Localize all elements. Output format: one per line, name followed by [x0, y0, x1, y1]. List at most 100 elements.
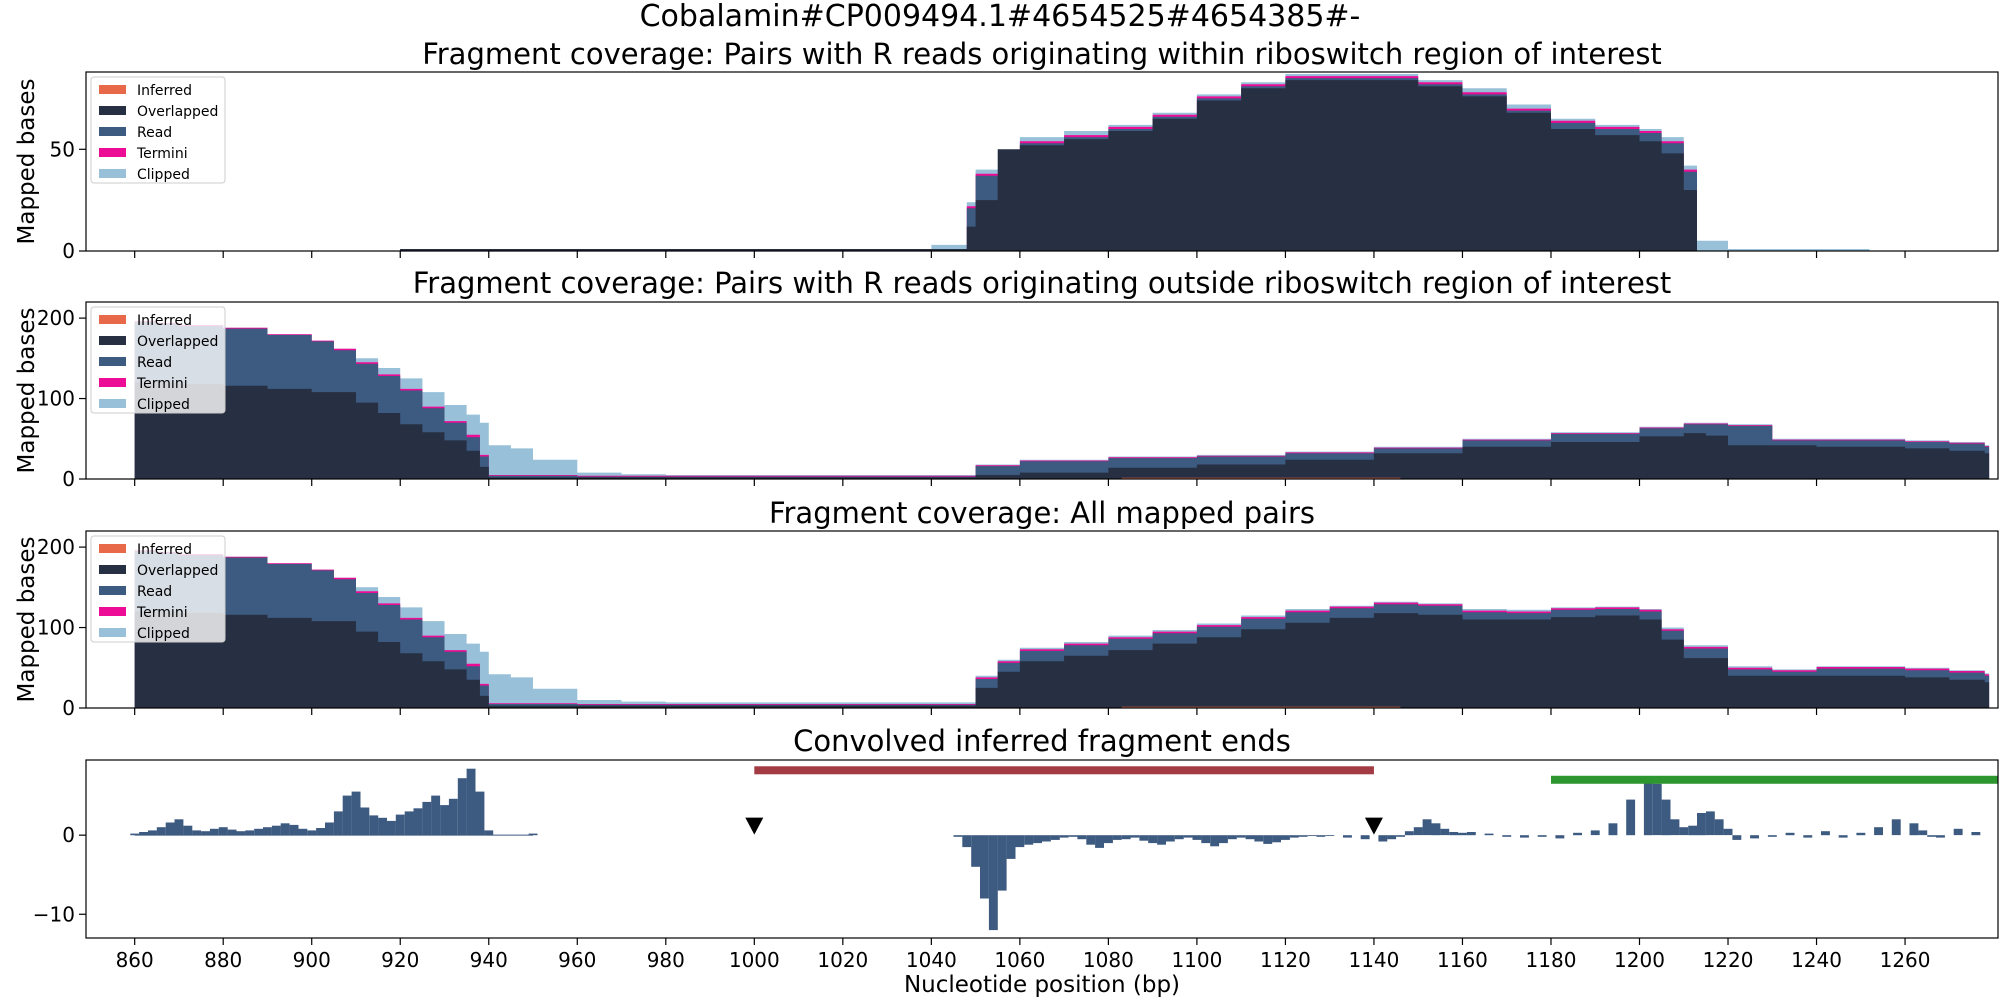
figure-title: Cobalamin#CP009494.1#4654525#4654385#- [639, 0, 1361, 34]
bar [307, 830, 317, 836]
bar [316, 828, 325, 836]
plot-area [134, 321, 1990, 479]
panel-title: Fragment coverage: All mapped pairs [769, 496, 1315, 530]
bar [1219, 835, 1228, 844]
panel-3 [79, 530, 1999, 715]
bar [1174, 835, 1184, 840]
legend-label-overlapped: Overlapped [137, 104, 218, 120]
bar [1307, 835, 1317, 836]
bar [156, 827, 166, 836]
y-tick-label: 100 [37, 616, 75, 640]
y-tick-label: 200 [37, 535, 75, 559]
bar [448, 798, 458, 836]
bar [1298, 835, 1308, 837]
panel-title: Fragment coverage: Pairs with R reads or… [413, 266, 1672, 300]
bar [227, 829, 237, 836]
x-tick-label: 1180 [1526, 948, 1577, 972]
x-tick-label: 920 [381, 948, 419, 972]
bar [1652, 783, 1662, 836]
legend-swatch-inferred [99, 315, 126, 324]
bar [1661, 799, 1671, 836]
bar [1422, 819, 1432, 836]
y-tick-label: 0 [62, 467, 75, 491]
axes-frame [85, 301, 1999, 480]
bar [342, 795, 352, 836]
x-tick-label: 860 [116, 948, 154, 972]
bar [1688, 825, 1698, 836]
bar [1953, 828, 1963, 836]
axes-frame [85, 71, 1999, 252]
x-tick-label: 1000 [729, 948, 780, 972]
x-tick-label: 940 [470, 948, 508, 972]
bar [971, 835, 981, 867]
bar [1236, 835, 1246, 838]
bar [1909, 823, 1919, 836]
bar [1006, 835, 1016, 859]
legend-swatch-read [99, 127, 126, 136]
bar [1449, 832, 1459, 836]
panel-4 [79, 759, 1999, 945]
bar [1192, 835, 1202, 840]
legend-swatch-overlapped [99, 565, 126, 574]
y-tick-label: −10 [33, 902, 75, 926]
bar [1227, 835, 1237, 840]
bar [1803, 835, 1813, 838]
bar [1723, 828, 1733, 836]
bar [1263, 835, 1273, 844]
legend-label-clipped: Clipped [137, 626, 190, 642]
bar [1024, 835, 1034, 845]
legend-label-termini: Termini [136, 605, 188, 621]
bar [1750, 835, 1759, 839]
x-tick-label: 900 [293, 948, 331, 972]
axes-frame [85, 530, 1999, 709]
bar [988, 835, 998, 931]
bar [1059, 835, 1069, 838]
bar [245, 830, 255, 836]
x-tick-label: 1120 [1260, 948, 1311, 972]
x-tick-label: 980 [647, 948, 685, 972]
x-tick-label: 880 [204, 948, 242, 972]
bar [1086, 835, 1096, 845]
bar [431, 795, 441, 836]
bar [1874, 827, 1883, 836]
bar [165, 822, 175, 836]
bar [1201, 835, 1211, 844]
legend-swatch-overlapped [99, 336, 126, 345]
bar [1856, 832, 1866, 836]
bar [1245, 835, 1255, 840]
bar [422, 801, 432, 836]
bar [1520, 835, 1529, 838]
bar [980, 835, 989, 899]
bar [369, 815, 379, 836]
bar [1626, 799, 1636, 836]
bar [1714, 819, 1724, 836]
bar [1015, 835, 1025, 848]
bar [1281, 835, 1290, 840]
legend-label-inferred: Inferred [137, 83, 192, 99]
bar [378, 817, 387, 836]
legend-label-termini: Termini [136, 146, 188, 162]
legend-label-read: Read [137, 355, 172, 371]
bar [1316, 835, 1326, 837]
bar [271, 825, 281, 836]
bar [1484, 833, 1494, 836]
panel-title: Fragment coverage: Pairs with R reads or… [422, 37, 1662, 71]
bar [1891, 819, 1901, 836]
x-axis-label: Nucleotide position (bp) [904, 972, 1180, 998]
bar [953, 835, 963, 837]
bar [1077, 835, 1087, 840]
legend-label-inferred: Inferred [137, 313, 192, 329]
bar [1573, 832, 1582, 836]
bar [1325, 835, 1335, 836]
legend-label-overlapped: Overlapped [137, 563, 218, 579]
bar [280, 823, 290, 836]
bar [298, 828, 308, 836]
bar [236, 831, 246, 836]
bar [1705, 811, 1715, 836]
bar [1289, 835, 1299, 838]
bar [1139, 835, 1149, 841]
y-tick-label: 0 [62, 239, 75, 263]
bar [1112, 835, 1122, 840]
plot-area [134, 550, 1990, 708]
bar [209, 828, 219, 836]
